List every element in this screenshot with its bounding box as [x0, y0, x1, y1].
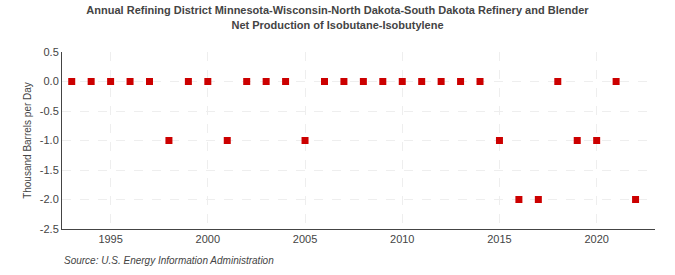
svg-text:-2.5: -2.5: [40, 223, 59, 235]
svg-text:Annual Refining District Minne: Annual Refining District Minnesota-Wisco…: [86, 4, 589, 30]
svg-text:-2.0: -2.0: [40, 193, 59, 205]
svg-text:Thousand Barrels per Day: Thousand Barrels per Day: [22, 82, 33, 199]
svg-text:1995: 1995: [98, 233, 122, 245]
svg-text:0.0: 0.0: [44, 75, 59, 87]
svg-text:-1.5: -1.5: [40, 164, 59, 176]
svg-text:2015: 2015: [487, 233, 511, 245]
svg-text:Source: U.S. Energy Informatio: Source: U.S. Energy Information Administ…: [64, 255, 274, 266]
svg-text:-0.5: -0.5: [40, 105, 59, 117]
svg-text:-1.0: -1.0: [40, 134, 59, 146]
svg-text:2005: 2005: [293, 233, 317, 245]
svg-text:2020: 2020: [584, 233, 608, 245]
svg-text:2000: 2000: [196, 233, 220, 245]
svg-text:2010: 2010: [390, 233, 414, 245]
svg-text:0.5: 0.5: [44, 46, 59, 58]
